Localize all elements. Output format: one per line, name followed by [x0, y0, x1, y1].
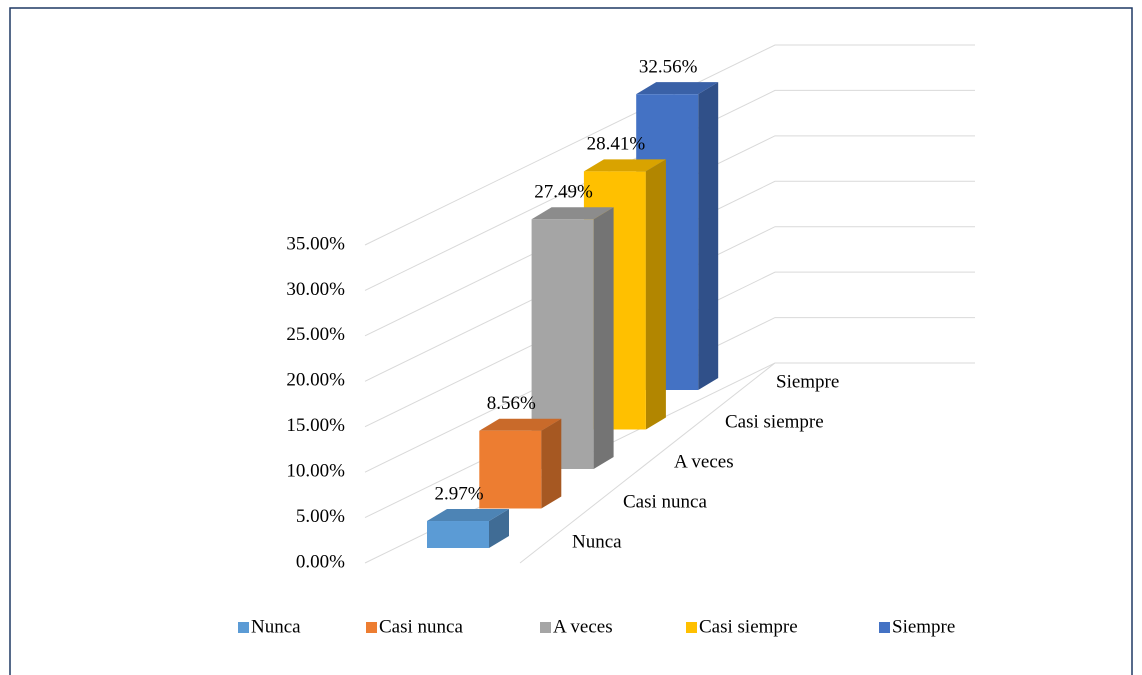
value-label: 8.56%	[487, 393, 536, 414]
y-tick-label: 15.00%	[286, 415, 345, 436]
value-label: 28.41%	[587, 134, 646, 155]
y-tick-label: 10.00%	[286, 461, 345, 482]
grid-line	[364, 226, 975, 428]
bar-side	[489, 509, 509, 548]
bar-side	[541, 418, 562, 509]
grid-line	[364, 89, 975, 291]
depth-label: Casi nunca	[623, 491, 707, 512]
legend-label: Casi siempre	[699, 616, 798, 637]
legend-label: Nunca	[251, 616, 301, 637]
legend-swatch	[686, 622, 697, 633]
bar-front	[479, 430, 542, 509]
y-tick-label: 20.00%	[286, 370, 345, 391]
depth-label: A veces	[674, 451, 734, 472]
value-label: 2.97%	[434, 483, 483, 504]
y-tick-label: 35.00%	[286, 233, 345, 254]
legend-swatch	[879, 622, 890, 633]
legend-label: Siempre	[892, 616, 955, 637]
grid-line	[364, 135, 975, 337]
y-tick-label: 0.00%	[296, 551, 345, 572]
bar-side	[698, 82, 719, 391]
bar	[427, 509, 509, 548]
grid-line	[364, 271, 975, 473]
y-tick-label: 30.00%	[286, 279, 345, 300]
bar-front	[427, 521, 489, 548]
legend-label: Casi nunca	[379, 616, 463, 637]
depth-label: Casi siempre	[725, 411, 824, 432]
bar-top	[531, 207, 614, 220]
legend-swatch	[366, 622, 377, 633]
legend-swatch	[540, 622, 551, 633]
floor-edge	[519, 362, 776, 564]
y-tick-label: 25.00%	[286, 324, 345, 345]
value-label: 32.56%	[639, 57, 698, 78]
bar-top	[427, 509, 509, 522]
depth-label: Siempre	[776, 371, 839, 392]
bar-side	[645, 159, 666, 430]
value-label: 27.49%	[534, 182, 593, 203]
legend-swatch	[238, 622, 249, 633]
grid-line	[364, 180, 975, 382]
bar	[479, 418, 562, 509]
frame	[9, 7, 1133, 675]
bar-side	[593, 207, 614, 470]
grid-line	[364, 44, 975, 246]
bar-top	[479, 418, 562, 431]
depth-label: Nunca	[572, 531, 622, 552]
legend-label: A veces	[553, 616, 613, 637]
bar-top	[583, 159, 666, 172]
bar-top	[636, 82, 719, 95]
y-tick-label: 5.00%	[296, 506, 345, 527]
